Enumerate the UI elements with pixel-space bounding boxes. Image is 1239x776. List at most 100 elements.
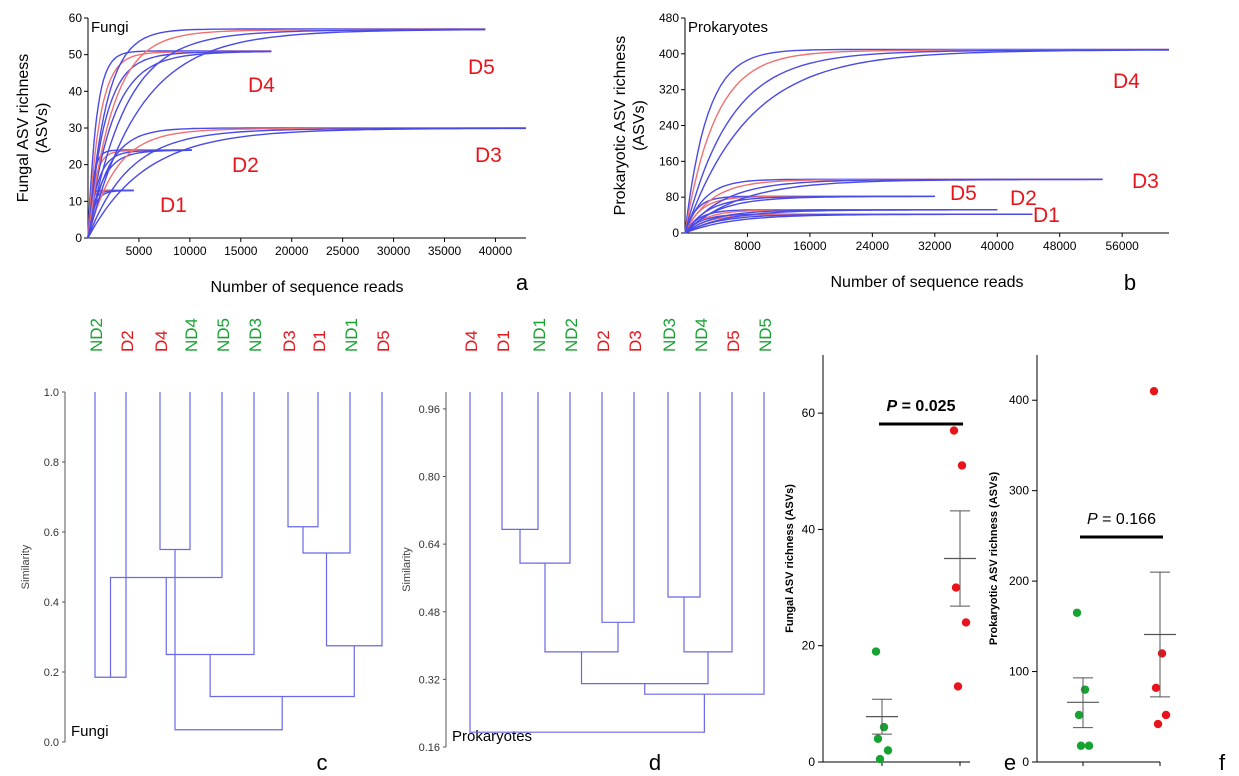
rarefaction-curve-d4 bbox=[684, 48, 1169, 234]
data-point-d bbox=[1149, 386, 1159, 396]
rarefaction-curve-d4 bbox=[87, 50, 272, 239]
dendrogram-branch bbox=[209, 645, 355, 698]
rarefaction-curve-d4 bbox=[684, 48, 1170, 234]
rarefaction-curve-d3 bbox=[87, 127, 526, 239]
data-point-d bbox=[951, 583, 961, 592]
y-tick-label: 60 bbox=[69, 11, 83, 25]
rarefaction-curve-d1 bbox=[684, 213, 1033, 234]
rarefaction-curve-d4 bbox=[87, 50, 272, 239]
y-tick-label: 0 bbox=[672, 226, 679, 240]
data-point-nd bbox=[1084, 741, 1094, 750]
curve-label-d3: D3 bbox=[475, 144, 502, 167]
leaf-label-nd4: ND4 bbox=[692, 318, 711, 352]
x-axis-label: Number of sequence reads bbox=[211, 279, 404, 296]
x-tick-label: 30000 bbox=[377, 244, 411, 258]
y-tick-label: 0.4 bbox=[44, 597, 59, 609]
rarefaction-curve-d4 bbox=[684, 49, 1170, 234]
y-tick-label: 0.0 bbox=[44, 737, 59, 749]
data-point-d bbox=[953, 682, 963, 691]
dendrogram-branch bbox=[667, 392, 701, 598]
x-tick-label: 5000 bbox=[126, 244, 153, 258]
y-tick-label: 0.6 bbox=[44, 527, 59, 539]
data-point-d bbox=[961, 618, 971, 627]
leaf-label-d1: D1 bbox=[310, 330, 329, 352]
dendrogram-branch bbox=[325, 392, 383, 647]
x-tick-label: 40000 bbox=[479, 244, 513, 258]
panel-letter-e: e bbox=[1004, 750, 1016, 775]
y-tick-label: 0.96 bbox=[419, 404, 440, 416]
x-category-label-nd: ND bbox=[866, 772, 898, 776]
curve-label-d5: D5 bbox=[950, 182, 977, 205]
panel-title: Fungi bbox=[91, 19, 129, 36]
y-tick-label: 0 bbox=[75, 231, 82, 245]
leaf-label-d3: D3 bbox=[280, 330, 299, 352]
panel-e-scatter-fungi: 0 20 40 60 Fungal ASV richness (ASVs) ND D P = … bbox=[784, 355, 1016, 776]
dendrogram-branch bbox=[544, 563, 619, 653]
dendrogram-branch bbox=[174, 549, 283, 731]
data-point-nd bbox=[871, 647, 881, 656]
y-tick-label: 400 bbox=[1009, 393, 1029, 407]
y-tick-label: 0.48 bbox=[419, 607, 440, 619]
data-point-d bbox=[949, 426, 959, 435]
panel-title: Fungi bbox=[71, 723, 109, 740]
leaf-label-nd4: ND4 bbox=[182, 318, 201, 352]
rarefaction-curve-d4 bbox=[684, 49, 1169, 234]
y-tick-label: 240 bbox=[659, 119, 679, 133]
curve-label-d3: D3 bbox=[1132, 170, 1159, 193]
x-category-label-d: D bbox=[952, 772, 968, 776]
curve-label-d4: D4 bbox=[1113, 70, 1140, 93]
leaf-label-d4: D4 bbox=[462, 330, 481, 352]
rarefaction-curve-d2 bbox=[684, 209, 998, 234]
x-tick-label: 35000 bbox=[428, 244, 462, 258]
p-symbol: P bbox=[1087, 511, 1098, 528]
panel-a-rarefaction-fungi: 0 10 20 30 40 50 60 5000 10000 15000 20000 25000 300… bbox=[15, 11, 529, 296]
leaf-label-nd2: ND2 bbox=[87, 318, 106, 352]
panel-b-rarefaction-prokaryotes: 0 80 160 240 320 400 480 8000 16000 24000 32000 400… bbox=[612, 11, 1170, 295]
leaf-label-d3: D3 bbox=[626, 330, 645, 352]
data-point-d bbox=[1157, 649, 1167, 658]
data-point-nd bbox=[873, 734, 883, 743]
curve-label-d1: D1 bbox=[1033, 204, 1060, 227]
dendrogram-branch bbox=[519, 392, 571, 564]
data-point-d bbox=[1153, 719, 1163, 729]
y-axis-label: Similarity bbox=[20, 544, 32, 589]
y-axis-label-line: Fungal ASV richness bbox=[15, 54, 32, 203]
y-tick-label: 300 bbox=[1009, 484, 1029, 498]
x-tick-label: 48000 bbox=[1043, 239, 1077, 253]
dendrogram-branch bbox=[601, 392, 635, 623]
leaf-label-nd1: ND1 bbox=[342, 318, 361, 352]
x-tick-label: 8000 bbox=[734, 239, 761, 253]
curve-label-d2: D2 bbox=[232, 154, 259, 177]
dendrogram-branch bbox=[159, 392, 191, 551]
y-tick-label: 320 bbox=[659, 83, 679, 97]
x-tick-label: 15000 bbox=[224, 244, 258, 258]
panel-title: Prokaryotes bbox=[688, 19, 768, 36]
curve-label-d2: D2 bbox=[1010, 187, 1037, 210]
x-axis-label: Number of sequence reads bbox=[831, 274, 1024, 291]
y-tick-label: 200 bbox=[1009, 574, 1029, 588]
leaf-label-nd3: ND3 bbox=[246, 318, 265, 352]
y-tick-label: 40 bbox=[69, 84, 83, 98]
dendrogram-branch bbox=[501, 392, 539, 530]
y-axis-label-line: (ASVs) bbox=[631, 100, 648, 151]
y-tick-label: 20 bbox=[802, 639, 816, 653]
y-tick-label: 400 bbox=[659, 47, 679, 61]
x-tick-label: 24000 bbox=[856, 239, 890, 253]
x-tick-label: 56000 bbox=[1105, 239, 1139, 253]
leaf-label-d1: D1 bbox=[494, 330, 513, 352]
y-tick-label: 100 bbox=[1009, 665, 1029, 679]
leaf-label-d2: D2 bbox=[594, 330, 613, 352]
x-tick-label: 25000 bbox=[326, 244, 360, 258]
leaf-label-d4: D4 bbox=[152, 330, 171, 352]
y-axis-label: Prokaryotic ASV richness (ASVs) bbox=[612, 36, 648, 216]
panel-d-dendrogram-prokaryotes: 0.16 0.32 0.48 0.64 0.80 0.96 Similarity Prokar… bbox=[401, 318, 775, 775]
rarefaction-curve-d3 bbox=[684, 178, 1103, 234]
data-point-d bbox=[1151, 683, 1161, 693]
leaf-label-nd5: ND5 bbox=[214, 318, 233, 352]
curve-label-d1: D1 bbox=[160, 194, 187, 217]
y-tick-label: 0.32 bbox=[419, 674, 440, 686]
leaf-label-d5: D5 bbox=[374, 330, 393, 352]
data-point-nd bbox=[1072, 608, 1082, 617]
rarefaction-curve-d3 bbox=[87, 127, 526, 239]
